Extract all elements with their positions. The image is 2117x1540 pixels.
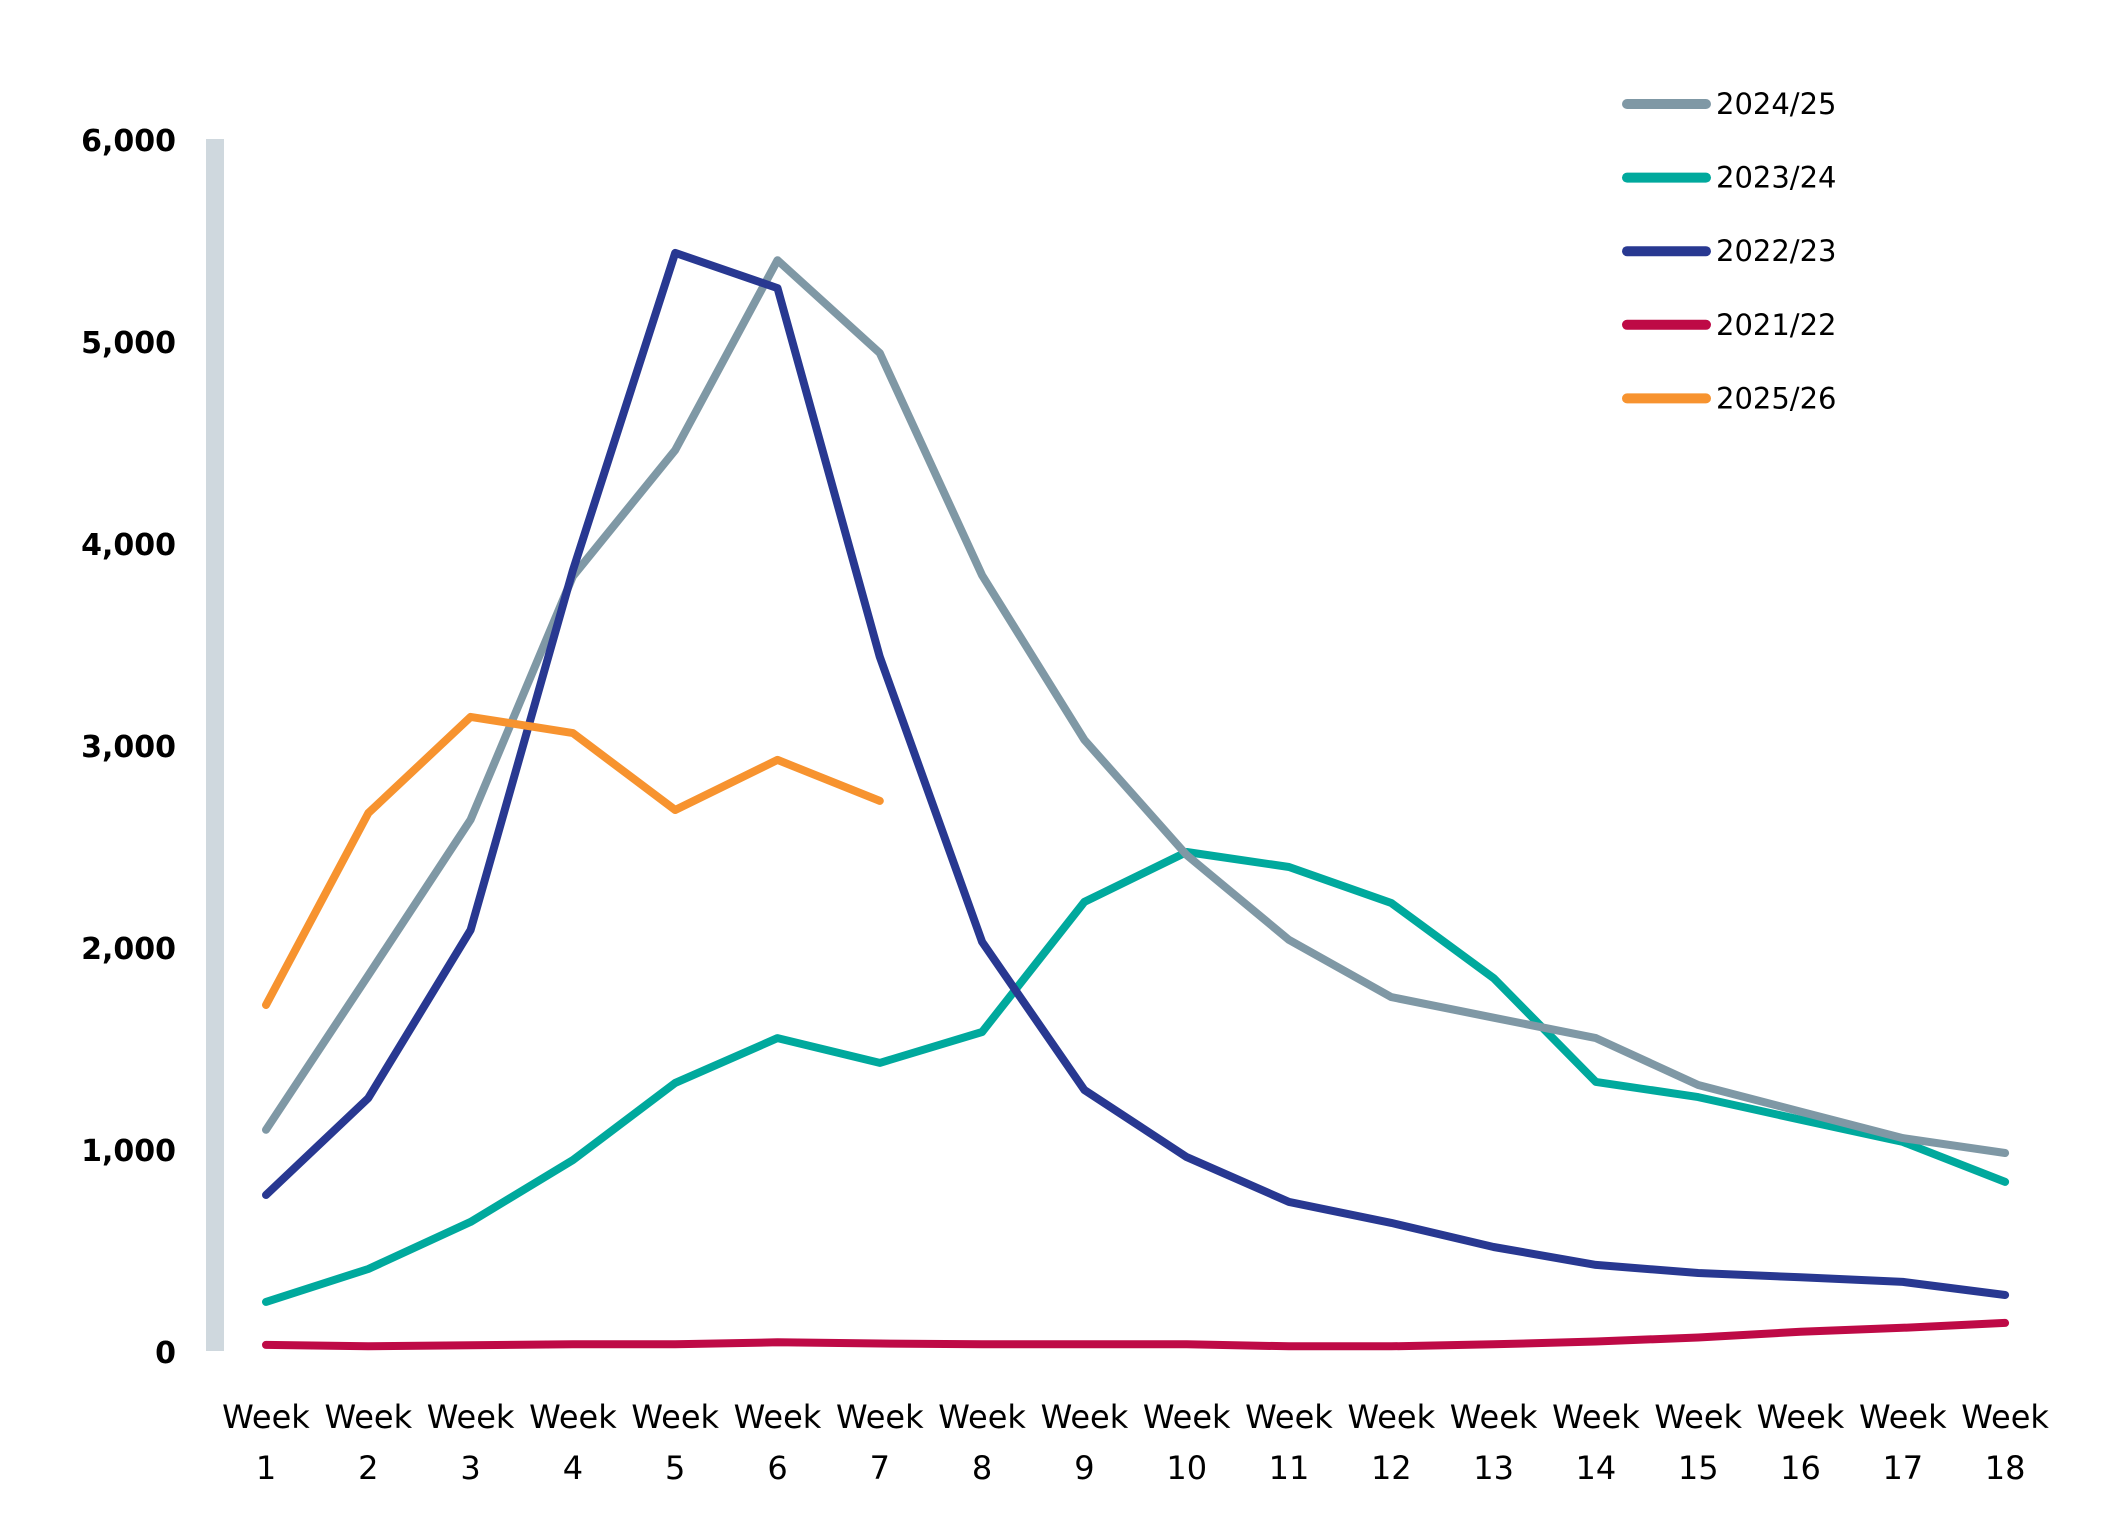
x-tick-label-number: 2 <box>358 1449 378 1487</box>
x-tick-label-week: Week <box>1041 1398 1129 1436</box>
x-tick-label-week: Week <box>324 1398 412 1436</box>
legend-label: 2025/26 <box>1716 381 1836 415</box>
x-tick-label-number: 14 <box>1576 1449 1617 1487</box>
y-tick-label: 4,000 <box>81 528 176 563</box>
y-tick-label: 6,000 <box>81 124 176 159</box>
x-tick-label-number: 5 <box>665 1449 685 1487</box>
series-line-2025-26 <box>262 712 884 1009</box>
x-tick-label-number: 13 <box>1473 1449 1514 1487</box>
x-tick-label-number: 18 <box>1985 1449 2026 1487</box>
x-tick-label-number: 3 <box>460 1449 480 1487</box>
legend: 2024/25 2023/24 2022/23 2021/22 2025/26 <box>1622 87 1836 415</box>
x-tick-label-number: 11 <box>1269 1449 1310 1487</box>
x-tick-label-number: 6 <box>767 1449 787 1487</box>
y-tick-label: 2,000 <box>81 932 176 967</box>
x-axis-ticks: Week 1 Week 2 Week 3 Week 4 Week 5 Week 6 Week 7 Week 8… <box>222 1398 2049 1487</box>
x-tick-label-number: 1 <box>256 1449 276 1487</box>
y-tick-label: 5,000 <box>81 326 176 361</box>
series-line-2022-23 <box>262 248 2010 1299</box>
legend-item-2023-24: 2023/24 <box>1622 161 1836 195</box>
y-axis-ticks: 0 1,000 2,000 3,000 4,000 5,000 6,000 <box>81 124 176 1371</box>
x-tick-label-number: 15 <box>1678 1449 1719 1487</box>
x-tick-label-week: Week <box>1552 1398 1640 1436</box>
legend-label: 2024/25 <box>1716 87 1836 121</box>
x-tick-label-week: Week <box>1757 1398 1845 1436</box>
y-tick-label: 1,000 <box>81 1134 176 1169</box>
x-tick-label-number: 12 <box>1371 1449 1412 1487</box>
x-tick-label-number: 8 <box>972 1449 992 1487</box>
x-tick-label-week: Week <box>1245 1398 1333 1436</box>
legend-item-2024-25: 2024/25 <box>1622 87 1836 121</box>
x-tick-label-number: 16 <box>1780 1449 1821 1487</box>
x-tick-label-week: Week <box>734 1398 822 1436</box>
series-lines <box>262 248 2010 1351</box>
series-line-2023-24 <box>262 848 2010 1306</box>
x-tick-label-week: Week <box>1143 1398 1231 1436</box>
x-tick-label-number: 9 <box>1074 1449 1094 1487</box>
x-tick-label-week: Week <box>631 1398 719 1436</box>
legend-item-2022-23: 2022/23 <box>1622 234 1836 268</box>
x-tick-label-week: Week <box>1450 1398 1538 1436</box>
x-tick-label-week: Week <box>1859 1398 1947 1436</box>
x-tick-label-week: Week <box>1347 1398 1435 1436</box>
x-tick-label-week: Week <box>938 1398 1026 1436</box>
x-tick-label-week: Week <box>529 1398 617 1436</box>
legend-label: 2021/22 <box>1716 308 1836 342</box>
legend-item-2025-26: 2025/26 <box>1622 381 1836 415</box>
legend-label: 2023/24 <box>1716 161 1836 195</box>
x-tick-label-week: Week <box>222 1398 310 1436</box>
x-tick-label-number: 17 <box>1882 1449 1923 1487</box>
x-tick-label-week: Week <box>836 1398 924 1436</box>
x-tick-label-number: 10 <box>1166 1449 1207 1487</box>
y-tick-label: 0 <box>155 1336 176 1371</box>
x-tick-label-number: 4 <box>563 1449 583 1487</box>
series-line-2021-22 <box>262 1318 2010 1351</box>
x-tick-label-week: Week <box>1961 1398 2049 1436</box>
y-tick-label: 3,000 <box>81 730 176 765</box>
x-tick-label-week: Week <box>427 1398 515 1436</box>
x-tick-label-number: 7 <box>870 1449 890 1487</box>
x-tick-label-week: Week <box>1654 1398 1742 1436</box>
y-axis-bar <box>206 139 224 1351</box>
legend-item-2021-22: 2021/22 <box>1622 308 1836 342</box>
legend-label: 2022/23 <box>1716 234 1836 268</box>
